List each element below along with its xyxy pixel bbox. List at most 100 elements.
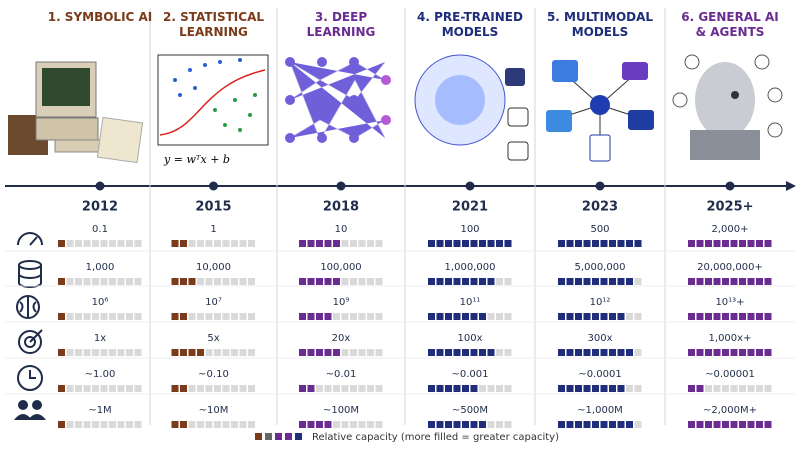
capacity-square-empty	[358, 278, 366, 285]
capacity-square-empty	[134, 349, 142, 356]
capacity-square-empty	[126, 240, 133, 247]
capacity-square-filled	[462, 240, 469, 247]
era-year: 2018	[323, 200, 359, 215]
capacity-square-empty	[341, 385, 349, 392]
capacity-square-filled	[299, 313, 306, 320]
capacity-square-filled	[730, 421, 738, 428]
capacity-square-empty	[117, 313, 125, 320]
capacity-square-filled	[470, 385, 478, 392]
capacity-square-filled	[180, 240, 187, 247]
capacity-square-filled	[558, 349, 565, 356]
capacity-square-filled	[307, 240, 315, 247]
capacity-square-filled	[756, 240, 763, 247]
capacity-square-empty	[739, 385, 746, 392]
capacity-square-filled	[479, 421, 486, 428]
capacity-square-empty	[626, 385, 633, 392]
era-title: 3. DEEP LEARNING	[306, 10, 376, 39]
capacity-square-filled	[600, 421, 608, 428]
capacity-square-filled	[307, 385, 315, 392]
capacity-square-empty	[634, 349, 642, 356]
capacity-square-empty	[109, 421, 116, 428]
capacity-square-filled	[197, 349, 204, 356]
capacity-square-filled	[299, 421, 306, 428]
capacity-square-filled	[316, 240, 323, 247]
era-year: 2012	[82, 200, 118, 215]
capacity-square-empty	[66, 240, 74, 247]
capacity-square-filled	[324, 240, 332, 247]
capacity-square-filled	[688, 349, 695, 356]
capacity-square-filled	[592, 421, 599, 428]
capacity-square-empty	[239, 313, 247, 320]
capacity-square-filled	[609, 421, 616, 428]
capacity-square-empty	[100, 313, 108, 320]
capacity-square-empty	[231, 240, 238, 247]
capacity-square-empty	[126, 385, 133, 392]
capacity-square-empty	[83, 385, 91, 392]
timeline-dot	[595, 181, 605, 191]
capacity-square-filled	[171, 278, 179, 285]
capacity-square-empty	[496, 313, 503, 320]
capacity-square-filled	[566, 349, 574, 356]
capacity-square-filled	[722, 313, 729, 320]
capacity-square-empty	[504, 385, 512, 392]
capacity-square-filled	[688, 240, 695, 247]
capacity-square-filled	[316, 278, 323, 285]
capacity-square-empty	[367, 349, 374, 356]
capacity-square-filled	[600, 278, 608, 285]
capacity-square-empty	[66, 421, 74, 428]
capacity-square-filled	[722, 240, 729, 247]
capacity-square-empty	[100, 278, 108, 285]
capacity-square-empty	[109, 240, 116, 247]
illustration-hub	[546, 60, 654, 162]
capacity-square-filled	[307, 349, 315, 356]
capacity-square-filled	[575, 313, 582, 320]
capacity-square-empty	[222, 240, 230, 247]
capacity-square-empty	[92, 278, 99, 285]
capacity-square-filled	[600, 385, 608, 392]
capacity-square-empty	[341, 278, 349, 285]
cell-value: ~0.10	[198, 369, 229, 380]
capacity-square-filled	[462, 349, 469, 356]
capacity-square-filled	[316, 349, 323, 356]
capacity-square-empty	[496, 349, 503, 356]
capacity-square-filled	[583, 278, 591, 285]
capacity-square-filled	[713, 278, 721, 285]
capacity-square-filled	[58, 313, 65, 320]
capacity-square-filled	[634, 240, 642, 247]
capacity-square-filled	[592, 349, 599, 356]
capacity-square-filled	[558, 313, 565, 320]
capacity-square-filled	[705, 278, 712, 285]
capacity-square-empty	[350, 278, 357, 285]
capacity-square-filled	[617, 278, 625, 285]
illustration-sphere	[414, 54, 529, 161]
capacity-square-empty	[367, 278, 374, 285]
timeline-dot	[209, 181, 218, 191]
capacity-square-filled	[324, 421, 332, 428]
capacity-square-filled	[307, 278, 315, 285]
capacity-square-empty	[222, 349, 230, 356]
capacity-square-empty	[341, 349, 349, 356]
capacity-square-empty	[231, 421, 238, 428]
capacity-square-filled	[730, 278, 738, 285]
capacity-square-empty	[126, 349, 133, 356]
capacity-square-empty	[100, 385, 108, 392]
capacity-square-filled	[722, 278, 729, 285]
capacity-square-empty	[487, 385, 495, 392]
cell-value: 300x	[587, 333, 612, 344]
capacity-square-empty	[496, 421, 503, 428]
capacity-square-empty	[100, 240, 108, 247]
capacity-square-empty	[214, 313, 221, 320]
capacity-square-empty	[248, 278, 255, 285]
capacity-square-empty	[375, 278, 383, 285]
capacity-square-empty	[239, 385, 247, 392]
capacity-square-filled	[747, 349, 755, 356]
capacity-square-filled	[626, 349, 633, 356]
capacity-square-empty	[92, 349, 99, 356]
capacity-square-filled	[479, 278, 486, 285]
capacity-square-filled	[453, 313, 461, 320]
capacity-square-filled	[626, 278, 633, 285]
cell-value: ~10M	[199, 405, 229, 416]
capacity-square-filled	[575, 349, 582, 356]
capacity-square-empty	[248, 313, 255, 320]
capacity-square-filled	[688, 385, 695, 392]
